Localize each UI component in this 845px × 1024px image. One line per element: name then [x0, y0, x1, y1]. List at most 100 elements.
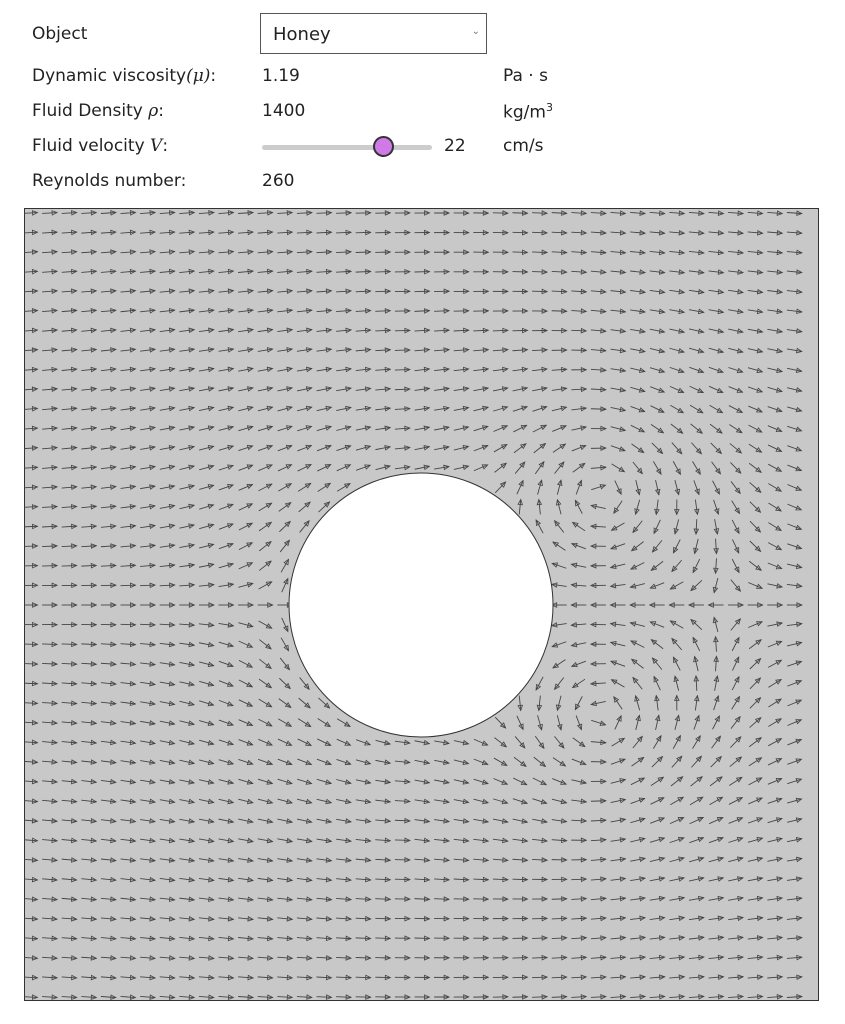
flow-arrow [492, 288, 509, 295]
flow-arrow [159, 779, 176, 785]
flow-arrow [159, 386, 176, 392]
flow-arrow [100, 366, 117, 373]
flow-arrow [24, 464, 39, 471]
flow-arrow [296, 249, 313, 255]
flow-arrow [140, 621, 157, 628]
flow-arrow [198, 641, 215, 648]
flow-arrow [786, 895, 803, 902]
velocity-slider-thumb[interactable] [373, 136, 394, 157]
flow-arrow [218, 660, 234, 668]
flow-arrow [493, 778, 509, 785]
flow-arrow [551, 818, 568, 824]
flow-arrow [669, 229, 686, 236]
flow-arrow [786, 856, 803, 863]
flow-arrow [355, 857, 372, 863]
flow-arrow [708, 915, 725, 922]
flow-arrow [277, 896, 294, 903]
flow-arrow [728, 347, 744, 354]
flow-arrow [100, 700, 117, 707]
flow-arrow [281, 617, 289, 633]
flow-arrow [453, 464, 470, 471]
flow-arrow [297, 425, 313, 432]
flow-arrow [630, 328, 646, 334]
flow-arrow [729, 776, 743, 786]
flow-arrow [786, 367, 803, 373]
flow-arrow [453, 818, 470, 824]
flow-arrow [218, 622, 235, 628]
flow-arrow [709, 404, 724, 414]
flow-arrow [120, 778, 137, 785]
flow-arrow [786, 974, 803, 981]
flow-arrow [473, 935, 490, 942]
velocity-slider[interactable] [262, 145, 432, 150]
flow-arrow [100, 935, 117, 942]
flow-arrow [654, 479, 661, 496]
flow-arrow [120, 935, 137, 942]
flow-arrow [693, 519, 700, 536]
flow-arrow [532, 954, 549, 961]
flow-arrow [179, 386, 196, 392]
flow-arrow [787, 484, 803, 491]
flow-arrow [767, 994, 784, 1000]
flow-arrow [590, 327, 607, 334]
flow-arrow [532, 327, 549, 334]
flow-arrow [238, 640, 254, 648]
flow-arrow [140, 386, 157, 392]
flow-arrow [630, 658, 644, 669]
flow-arrow [218, 307, 235, 314]
flow-arrow [453, 954, 470, 961]
flow-arrow [336, 249, 353, 255]
flow-arrow [570, 542, 586, 550]
flow-arrow [296, 386, 313, 392]
flow-arrow [394, 837, 411, 844]
flow-arrow [532, 935, 549, 941]
flow-arrow [198, 818, 215, 824]
flow-arrow [610, 386, 627, 393]
flow-arrow [42, 229, 59, 236]
flow-arrow [257, 288, 274, 294]
flow-arrow [747, 836, 764, 843]
flow-arrow [120, 307, 137, 314]
flow-arrow [120, 562, 137, 569]
flow-arrow [61, 739, 78, 746]
flow-arrow [120, 661, 137, 667]
flow-arrow [100, 386, 117, 392]
object-select[interactable]: Honey ⌄ [260, 13, 487, 54]
flow-arrow [669, 366, 685, 374]
flow-arrow [575, 479, 583, 495]
flow-arrow [355, 896, 372, 902]
flow-arrow [493, 798, 509, 805]
flow-arrow [42, 327, 59, 334]
flow-arrow [674, 714, 681, 730]
flow-arrow [375, 817, 392, 824]
flow-arrow [669, 935, 686, 941]
flow-arrow [574, 696, 583, 711]
flow-arrow [630, 935, 647, 941]
flow-arrow [24, 249, 39, 255]
flow-arrow [690, 423, 704, 434]
flow-arrow [257, 425, 274, 432]
flow-arrow [61, 994, 78, 1000]
flow-arrow [355, 464, 372, 471]
flow-arrow [690, 579, 703, 592]
flow-arrow [257, 366, 274, 373]
flow-arrow [767, 640, 783, 648]
flow-arrow [434, 994, 451, 1000]
flow-arrow [768, 463, 783, 472]
flow-arrow [473, 857, 490, 863]
flow-arrow [453, 249, 470, 256]
flow-arrow [434, 974, 451, 981]
flow-arrow [767, 974, 784, 981]
flow-arrow [673, 694, 680, 711]
flow-arrow [571, 386, 588, 393]
flow-arrow [61, 955, 78, 961]
flow-arrow [355, 347, 372, 353]
flow-arrow [179, 464, 196, 471]
flow-arrow [669, 620, 684, 629]
flow-arrow [42, 876, 59, 883]
flow-arrow [42, 955, 59, 961]
flow-arrow [673, 675, 680, 691]
flow-arrow [42, 935, 59, 942]
flow-arrow [81, 425, 98, 432]
flow-arrow [218, 602, 235, 608]
